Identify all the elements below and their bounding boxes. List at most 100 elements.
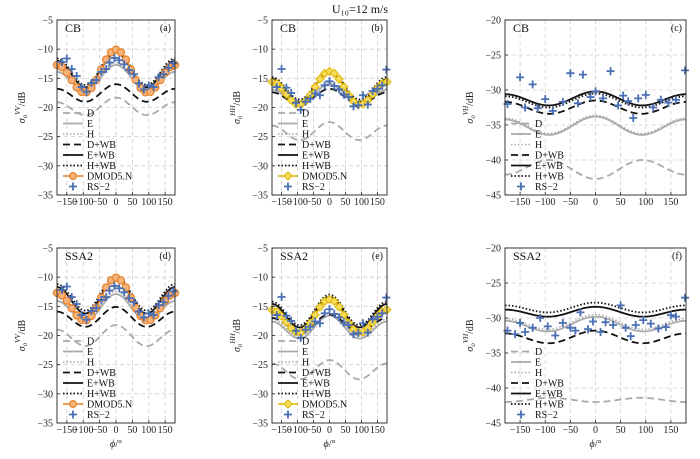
rs2-point [382, 293, 391, 302]
x-tick-label: −50 [306, 425, 322, 436]
rs2-point [164, 63, 173, 72]
series-marker [329, 296, 339, 307]
legend-item: H+WB [278, 389, 331, 400]
x-tick-label: 100 [638, 425, 653, 436]
series-marker [315, 74, 325, 84]
series-marker [62, 296, 72, 305]
legend-item: RS−2 [284, 410, 325, 421]
legend-item: H+WB [511, 400, 564, 411]
x-tick-label: 50 [127, 197, 137, 208]
legend-marker [68, 400, 77, 409]
rs2-point [349, 102, 358, 111]
legend-label: DMOD5.N [87, 400, 132, 411]
rs2-point [115, 56, 124, 65]
legend-item: D [278, 337, 309, 348]
x-axis-label-unit: /° [115, 439, 122, 450]
legend-label: H [535, 368, 542, 379]
legend-label: H+WB [535, 172, 564, 183]
legend-label: D+WB [87, 368, 116, 379]
rs2-point [588, 317, 597, 326]
y-tick-label: −25 [37, 132, 53, 143]
rs2-point [87, 79, 96, 87]
legend-swatch [517, 182, 525, 191]
rs2-point [528, 323, 537, 332]
legend-item: RS−2 [284, 182, 325, 193]
y-tick-label: −25 [485, 279, 501, 290]
y-tick-label: −20 [37, 331, 53, 342]
y-axis-label-unit: /dB [232, 91, 243, 106]
y-axis-label-unit: /dB [232, 319, 243, 334]
legend-label: D+WB [302, 368, 331, 379]
rs2-point [558, 318, 567, 327]
x-tick-label: −100 [287, 425, 308, 436]
series-marker [116, 48, 126, 57]
rs2-point [344, 93, 353, 101]
rs2-point [586, 93, 595, 101]
rs2-point [82, 87, 91, 96]
rs2-point [335, 313, 344, 322]
x-tick-label: −150 [57, 425, 78, 436]
panel-title: SSA2 [513, 249, 541, 263]
legend-label: D+WB [535, 151, 564, 162]
y-tick-label: −40 [485, 156, 501, 167]
series-line-h [504, 114, 687, 135]
rs2-point [631, 321, 640, 329]
y-tick-label: −20 [252, 331, 268, 342]
legend-item: H+WB [63, 161, 116, 172]
x-axis-label-symbol: ϕ [324, 439, 329, 450]
panel-letter: (e) [372, 251, 383, 262]
rs2-point [571, 326, 580, 335]
rs2-point [624, 97, 633, 106]
y-axis-label-symbol: σ [465, 346, 476, 352]
rs2-point [378, 81, 387, 90]
series-marker [67, 303, 76, 313]
rs2-point [601, 318, 610, 327]
x-tick-label: −50 [563, 425, 579, 436]
legend-item: H [278, 130, 309, 141]
rs2-point [354, 329, 363, 338]
y-tick-label: −35 [252, 191, 268, 202]
rs2-point [77, 311, 86, 320]
y-tick-label: −20 [252, 103, 268, 114]
y-tick-label: −15 [252, 302, 268, 313]
legend-label: D [87, 109, 94, 120]
legend-label: E+WB [87, 379, 115, 390]
legend-item: D+WB [63, 140, 116, 151]
y-tick-label: −5 [42, 244, 53, 255]
panel-letter: (d) [159, 251, 171, 262]
rs2-point [339, 90, 348, 99]
rs2-point [154, 301, 163, 310]
panel-title: CB [280, 21, 296, 35]
legend-label: H+WB [87, 389, 116, 400]
rs2-point [115, 284, 124, 293]
legend-item: DMOD5.N [278, 399, 347, 411]
y-axis-label-sub: o [236, 115, 244, 119]
series-line-d [271, 359, 388, 381]
legend-label: E [87, 119, 93, 130]
y-tick-label: −25 [485, 51, 501, 62]
rs2-point [306, 94, 315, 103]
legend-label: RS−2 [535, 182, 558, 193]
legend-label: H+WB [87, 161, 116, 172]
legend-label: RS−2 [535, 410, 558, 421]
y-tick-label: −25 [252, 132, 268, 143]
legend-item: DMOD5.N [278, 171, 347, 183]
x-tick-label: 100 [141, 425, 156, 436]
legend-label: D [535, 347, 542, 358]
rs2-point [139, 313, 148, 322]
x-tick-label: 50 [340, 425, 350, 436]
rs2-point [154, 73, 163, 82]
rs2-point [363, 328, 372, 337]
x-tick-label: −100 [73, 197, 94, 208]
legend-label: RS−2 [302, 182, 325, 193]
rs2-point [277, 65, 286, 73]
x-tick-label: −100 [73, 425, 94, 436]
series-marker [286, 95, 296, 105]
y-tick-label: −5 [42, 16, 53, 27]
y-tick-label: −30 [252, 161, 268, 172]
rs2-point [378, 309, 387, 318]
panel-title: SSA2 [65, 249, 93, 263]
y-axis-label-symbol: σ [232, 346, 243, 352]
